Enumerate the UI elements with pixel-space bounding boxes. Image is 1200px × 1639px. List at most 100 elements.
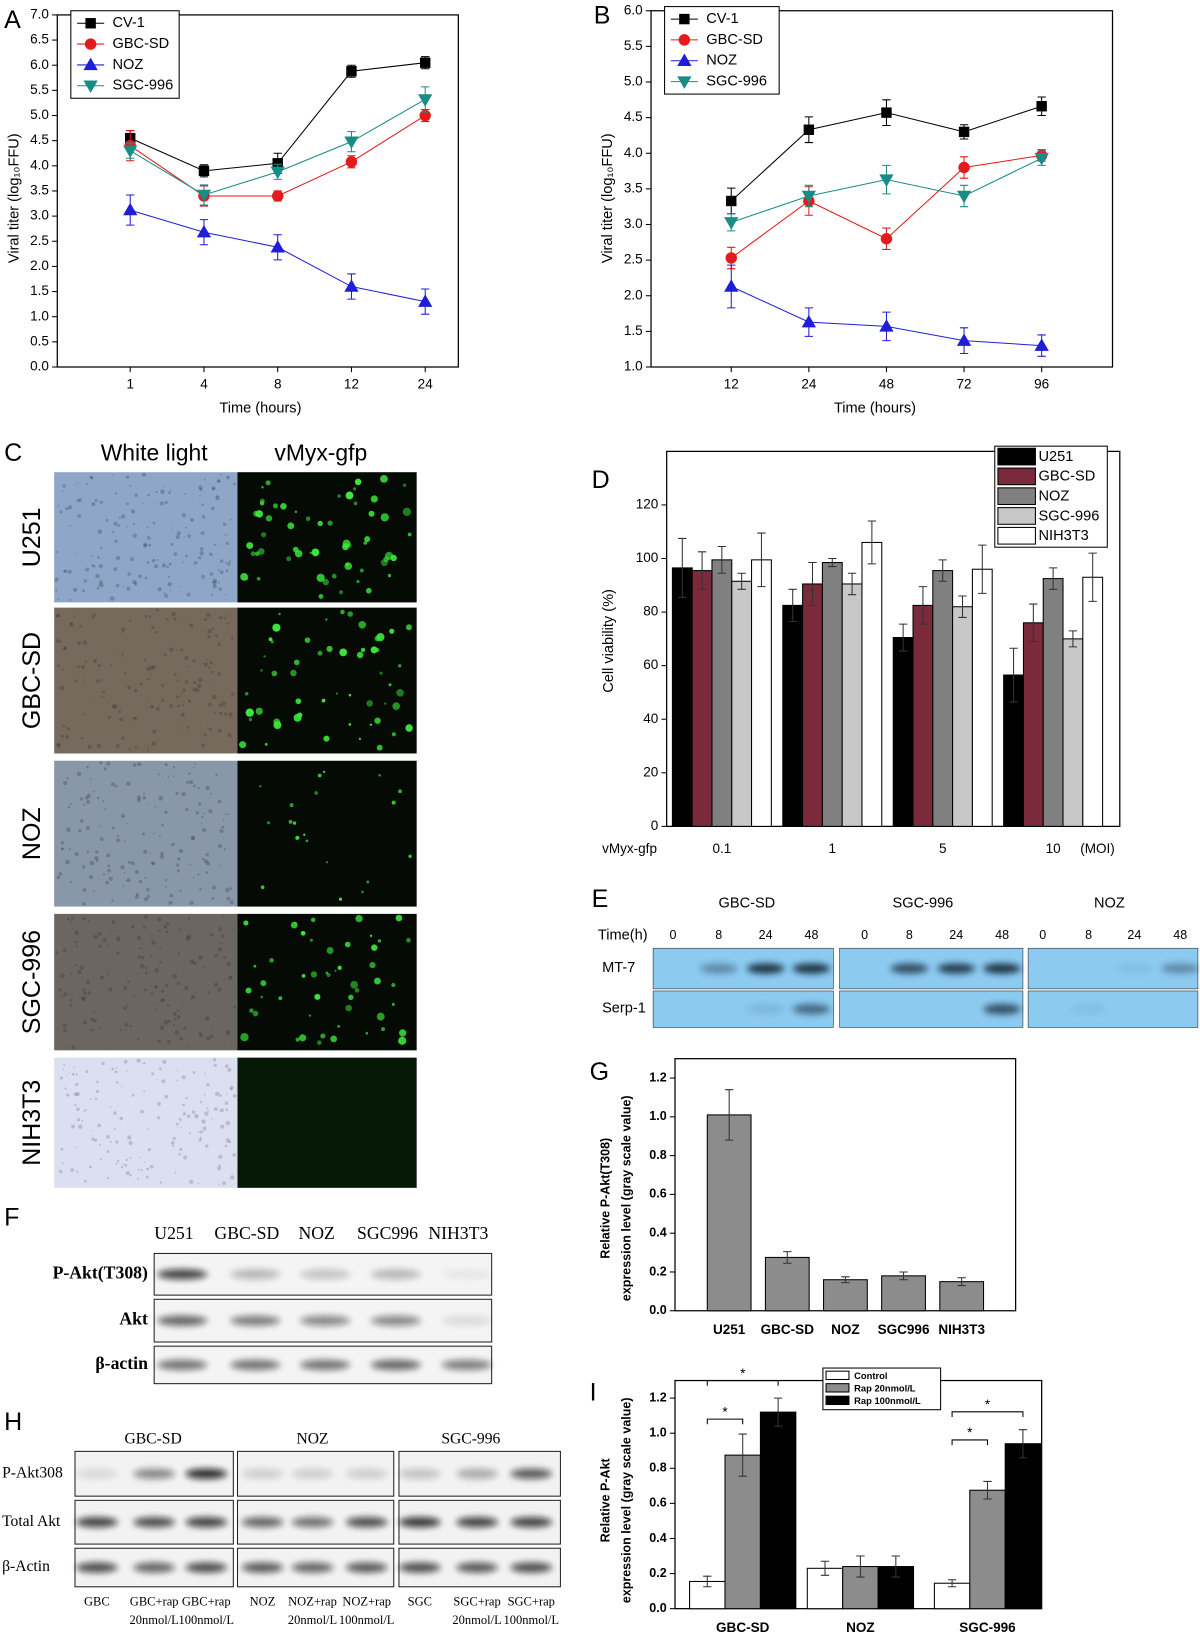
cell-texture [129, 484, 132, 487]
marker [196, 189, 212, 203]
y-tick-label: 2.5 [30, 233, 49, 248]
cell-texture [207, 1110, 210, 1113]
cell-texture [232, 1094, 237, 1098]
cell-texture [68, 1072, 70, 1074]
gfp-cell [295, 835, 300, 840]
cell-texture [215, 634, 218, 637]
cell-texture [192, 1110, 196, 1114]
cell-texture [171, 842, 175, 847]
cell-texture [151, 741, 156, 746]
marker [679, 13, 690, 25]
cell-texture [146, 746, 149, 749]
legend-label: NIH3T3 [1039, 528, 1089, 544]
cell-texture [97, 584, 100, 587]
series-line [129, 98, 426, 196]
cell-texture [186, 1114, 191, 1118]
gfp-cell [272, 623, 281, 632]
cell-texture [206, 1083, 210, 1087]
blot-band [441, 1315, 492, 1326]
legend-swatch [825, 1383, 850, 1393]
cell-texture [69, 972, 72, 975]
cell-texture [122, 661, 124, 664]
y-axis-label: Viral titer (log₁₀FFU) [600, 133, 616, 263]
y-tick-label: 3.5 [624, 180, 643, 195]
gfp-cell [398, 789, 402, 794]
cell-texture [112, 531, 115, 534]
cell-texture [55, 639, 60, 643]
y-tick-label: 0.6 [649, 1496, 666, 1510]
y-tick-label: 6.0 [624, 2, 643, 17]
lane-label: 20nmol/L [130, 1613, 179, 1627]
marker [726, 195, 737, 207]
gfp-cell [388, 683, 392, 687]
gfp-cell [348, 693, 352, 697]
cell-texture [83, 1110, 85, 1113]
cell-texture [63, 569, 66, 573]
gfp-cell [365, 587, 372, 594]
y-axis-label: Viral titer (log₁₀FFU) [6, 133, 22, 263]
bar [892, 637, 914, 827]
gfp-cell [305, 516, 311, 521]
cell-texture [164, 501, 168, 505]
error-bar [717, 545, 727, 574]
y-tick-label: 5.5 [30, 82, 49, 97]
y-tick-label: 4.5 [624, 109, 643, 124]
gfp-cell [408, 854, 412, 858]
cell-texture [209, 572, 214, 576]
bar [932, 570, 954, 827]
cell-texture [217, 479, 221, 483]
cell-texture [80, 819, 84, 823]
cell-texture [115, 1140, 119, 1144]
cell-texture [180, 648, 184, 652]
cell-texture [227, 975, 233, 981]
cell-texture [157, 773, 160, 776]
brightfield-image [54, 472, 238, 603]
legend-label: U251 [1039, 449, 1074, 465]
error-bar [783, 1251, 792, 1264]
legend-label: NOZ [1039, 489, 1070, 505]
blot-band [510, 1562, 553, 1573]
cell-texture [96, 743, 102, 748]
gfp-cell [405, 724, 413, 732]
cell-texture [194, 991, 197, 994]
significance-bracket [706, 1418, 744, 1425]
legend-label: NOZ [113, 57, 144, 73]
y-tick-label: 1.5 [624, 323, 643, 338]
cell-texture [92, 790, 95, 793]
cell-texture [127, 572, 131, 576]
cell-texture [84, 660, 88, 663]
cell-texture [126, 502, 129, 506]
marker [420, 57, 431, 68]
cell-texture [142, 925, 146, 929]
gfp-cell [376, 633, 385, 642]
cell-texture [193, 766, 195, 769]
cell-texture [136, 1037, 140, 1040]
cell-texture [199, 1130, 204, 1134]
cell-texture [217, 672, 222, 676]
gfp-cell [381, 1027, 386, 1032]
cell-texture [200, 1137, 202, 1139]
cell-texture [109, 1106, 112, 1109]
cell-texture [75, 945, 79, 948]
error-bar [847, 572, 857, 596]
cell-texture [222, 522, 227, 527]
cell-texture [163, 924, 168, 929]
marker [1034, 153, 1049, 166]
cell-texture [226, 896, 231, 901]
cell-texture [166, 565, 169, 569]
cell-texture [122, 885, 125, 887]
cell-texture [170, 542, 174, 546]
cell-texture [161, 563, 167, 568]
cell-texture [117, 993, 119, 996]
cell-texture [190, 835, 196, 840]
gfp-cell [293, 713, 302, 722]
cell-texture [184, 985, 189, 990]
cell-texture [98, 563, 103, 569]
cell-texture [113, 1128, 116, 1131]
cell-texture [190, 518, 194, 522]
cell-texture [67, 569, 72, 574]
cell-texture [116, 937, 121, 942]
blot-band [300, 1359, 350, 1371]
cell-texture [222, 1181, 226, 1185]
cell-texture [229, 900, 234, 905]
